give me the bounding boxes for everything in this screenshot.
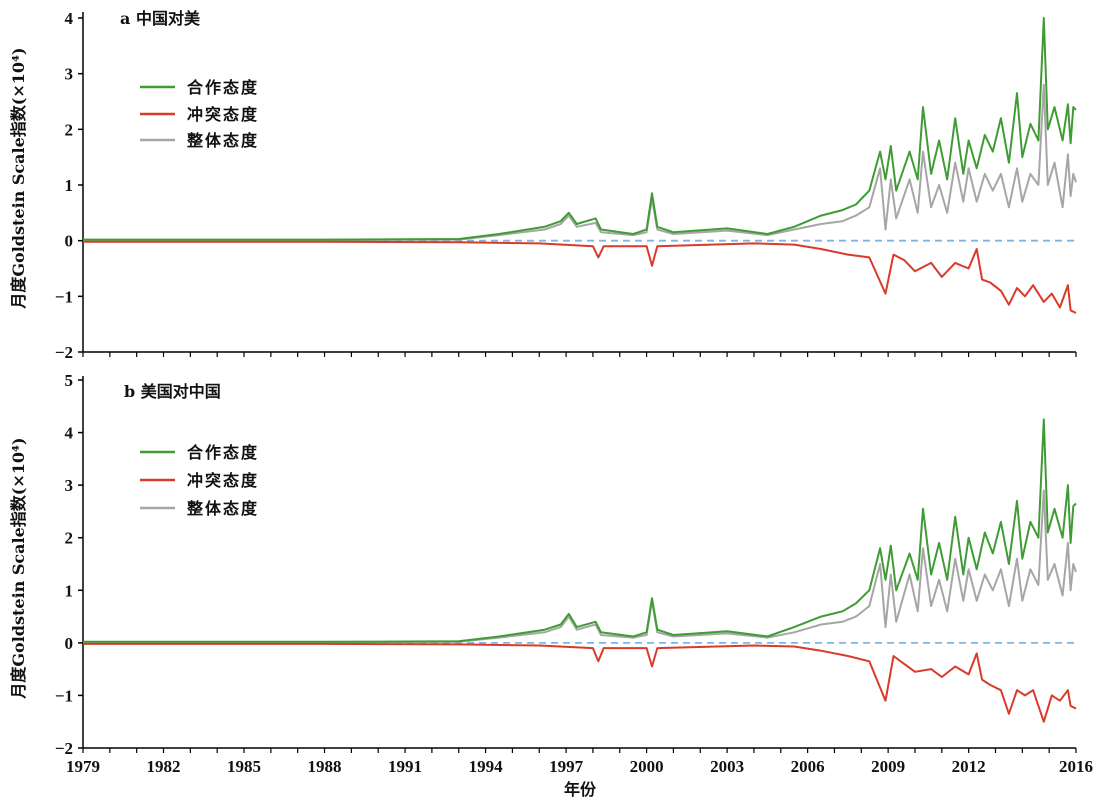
x-tick-label: 1994 [469, 757, 504, 776]
y-tick-label: −1 [55, 287, 73, 306]
series-line-conflict-a [83, 240, 1077, 314]
y-tick-label: 0 [65, 634, 74, 653]
panel-a: −2 −1 0 1 2 3 4 a 中国对美 合作态度 冲突态度 整体态度 月度Goldst… [9, 9, 1077, 362]
y-ticks-a: −2 −1 0 1 2 3 4 [55, 9, 83, 362]
x-tick-label: 1997 [549, 757, 584, 776]
x-tick-label: 2006 [791, 757, 825, 776]
y-axis-title-a: 月度Goldstein Scale指数(×10⁴) [9, 47, 28, 309]
legend-label-overall-a: 整体态度 [186, 131, 259, 150]
legend-label-conflict-a: 冲突态度 [187, 105, 259, 124]
y-tick-label: −2 [55, 739, 73, 758]
y-ticks-b: −2 −1 0 1 2 3 4 5 [55, 371, 83, 758]
x-ticks-a [82, 352, 1077, 357]
x-axis-title: 年份 [564, 780, 597, 799]
series-line-overall-b [83, 489, 1077, 644]
x-tick-label: 2016 [1059, 757, 1093, 776]
series-line-overall-a [83, 83, 1077, 242]
x-tick-label: 1985 [227, 757, 261, 776]
series-group-a [83, 17, 1077, 314]
x-tick-label: 1979 [66, 757, 100, 776]
x-tick-label: 1982 [147, 757, 181, 776]
y-tick-label: −2 [55, 343, 73, 362]
y-axis-title-b: 月度Goldstein Scale指数(×10⁴) [9, 437, 28, 699]
legend-a: 合作态度 冲突态度 整体态度 [140, 78, 259, 150]
series-line-cooperation-b [83, 418, 1077, 643]
panel-b: −2 −1 0 1 2 3 4 5 1979 1982 1985 1988 1991 1994 1997 2… [9, 371, 1093, 776]
x-tick-label: 1991 [388, 757, 422, 776]
panel-title-b: b 美国对中国 [124, 382, 221, 401]
legend-b: 合作态度 冲突态度 整体态度 [140, 443, 259, 518]
y-tick-label: 3 [65, 65, 74, 84]
legend-label-cooperation-a: 合作态度 [187, 78, 259, 97]
x-ticks-b: 1979 1982 1985 1988 1991 1994 1997 2000 2003 2006… [66, 748, 1093, 776]
y-tick-label: 0 [65, 232, 74, 251]
y-tick-label: 1 [65, 176, 74, 195]
legend-label-overall-b: 整体态度 [186, 499, 259, 518]
y-tick-label: −1 [55, 686, 73, 705]
y-tick-label: 1 [65, 581, 74, 600]
x-tick-label: 1988 [308, 757, 342, 776]
series-line-conflict-b [83, 642, 1077, 723]
y-tick-label: 2 [65, 120, 74, 139]
x-tick-label: 2012 [952, 757, 986, 776]
y-tick-label: 4 [65, 9, 74, 28]
legend-label-conflict-b: 冲突态度 [187, 471, 259, 490]
panel-title-a: a 中国对美 [120, 9, 201, 28]
x-tick-label: 2000 [630, 757, 664, 776]
x-tick-label: 2009 [871, 757, 905, 776]
y-tick-label: 2 [65, 529, 74, 548]
series-group-b [83, 418, 1077, 723]
y-tick-label: 3 [65, 476, 74, 495]
legend-label-cooperation-b: 合作态度 [187, 443, 259, 462]
x-tick-label: 2003 [710, 757, 744, 776]
y-tick-label: 5 [65, 371, 74, 390]
series-line-cooperation-a [83, 17, 1077, 241]
y-tick-label: 4 [65, 424, 74, 443]
